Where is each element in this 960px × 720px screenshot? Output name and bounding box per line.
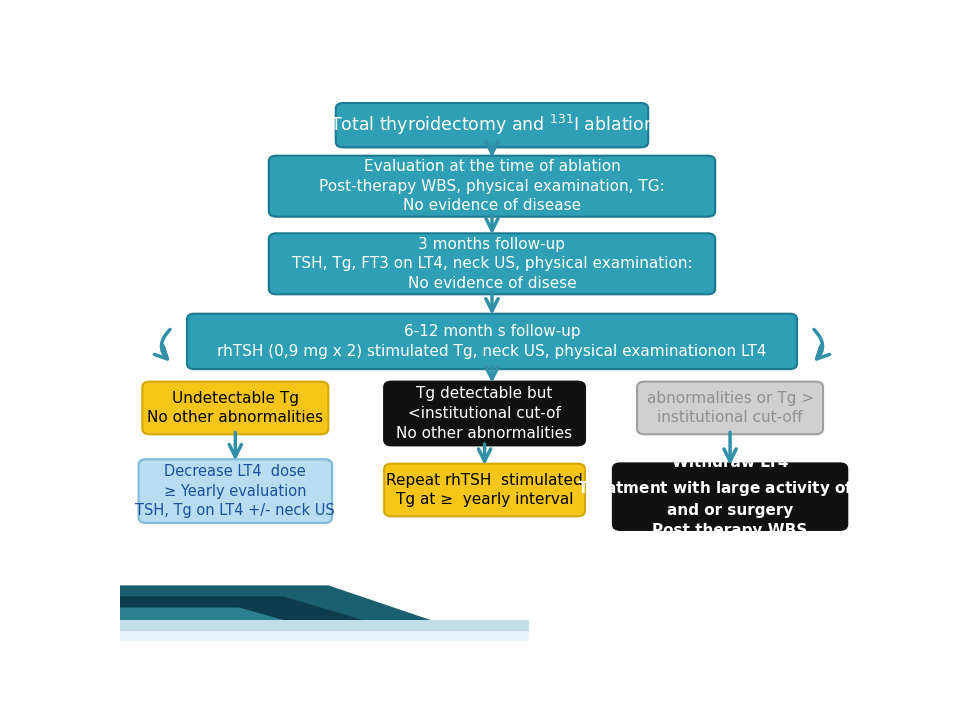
- FancyBboxPatch shape: [384, 464, 585, 516]
- Text: abnormalities or Tg >
institutional cut-off: abnormalities or Tg > institutional cut-…: [647, 390, 813, 426]
- Polygon shape: [120, 596, 432, 641]
- Text: Undetectable Tg
No other abnormalities: Undetectable Tg No other abnormalities: [147, 390, 324, 426]
- FancyBboxPatch shape: [336, 103, 648, 148]
- FancyBboxPatch shape: [269, 233, 715, 294]
- Text: Withdraw LT4
Treatment with large activity of $^{131}$I
and or surgery
Post ther: Withdraw LT4 Treatment with large activi…: [577, 455, 883, 538]
- FancyBboxPatch shape: [637, 382, 823, 434]
- Text: Evaluation at the time of ablation
Post-therapy WBS, physical examination, TG:
N: Evaluation at the time of ablation Post-…: [319, 159, 665, 214]
- Text: Tg detectable but
<institutional cut-of
No other abnormalities: Tg detectable but <institutional cut-of …: [396, 386, 572, 441]
- FancyBboxPatch shape: [384, 382, 585, 446]
- Polygon shape: [120, 608, 358, 641]
- Polygon shape: [120, 585, 492, 641]
- Text: 6-12 month s follow-up
rhTSH (0,9 mg x 2) stimulated Tg, neck US, physical exami: 6-12 month s follow-up rhTSH (0,9 mg x 2…: [217, 324, 767, 359]
- Polygon shape: [120, 631, 529, 641]
- Text: 3 months follow-up
TSH, Tg, FT3 on LT4, neck US, physical examination:
No eviden: 3 months follow-up TSH, Tg, FT3 on LT4, …: [292, 236, 692, 291]
- Text: Repeat rhTSH  stimulated
Tg at ≥  yearly interval: Repeat rhTSH stimulated Tg at ≥ yearly i…: [386, 472, 583, 508]
- FancyBboxPatch shape: [142, 382, 328, 434]
- Text: Total thyroidectomy and $^{131}$I ablation: Total thyroidectomy and $^{131}$I ablati…: [329, 113, 655, 138]
- FancyBboxPatch shape: [138, 459, 332, 523]
- FancyBboxPatch shape: [187, 314, 797, 369]
- Polygon shape: [120, 620, 529, 641]
- Text: Decrease LT4  dose
≥ Yearly evaluation
TSH, Tg on LT4 +/- neck US: Decrease LT4 dose ≥ Yearly evaluation TS…: [135, 464, 335, 518]
- FancyBboxPatch shape: [269, 156, 715, 217]
- FancyBboxPatch shape: [612, 464, 848, 530]
